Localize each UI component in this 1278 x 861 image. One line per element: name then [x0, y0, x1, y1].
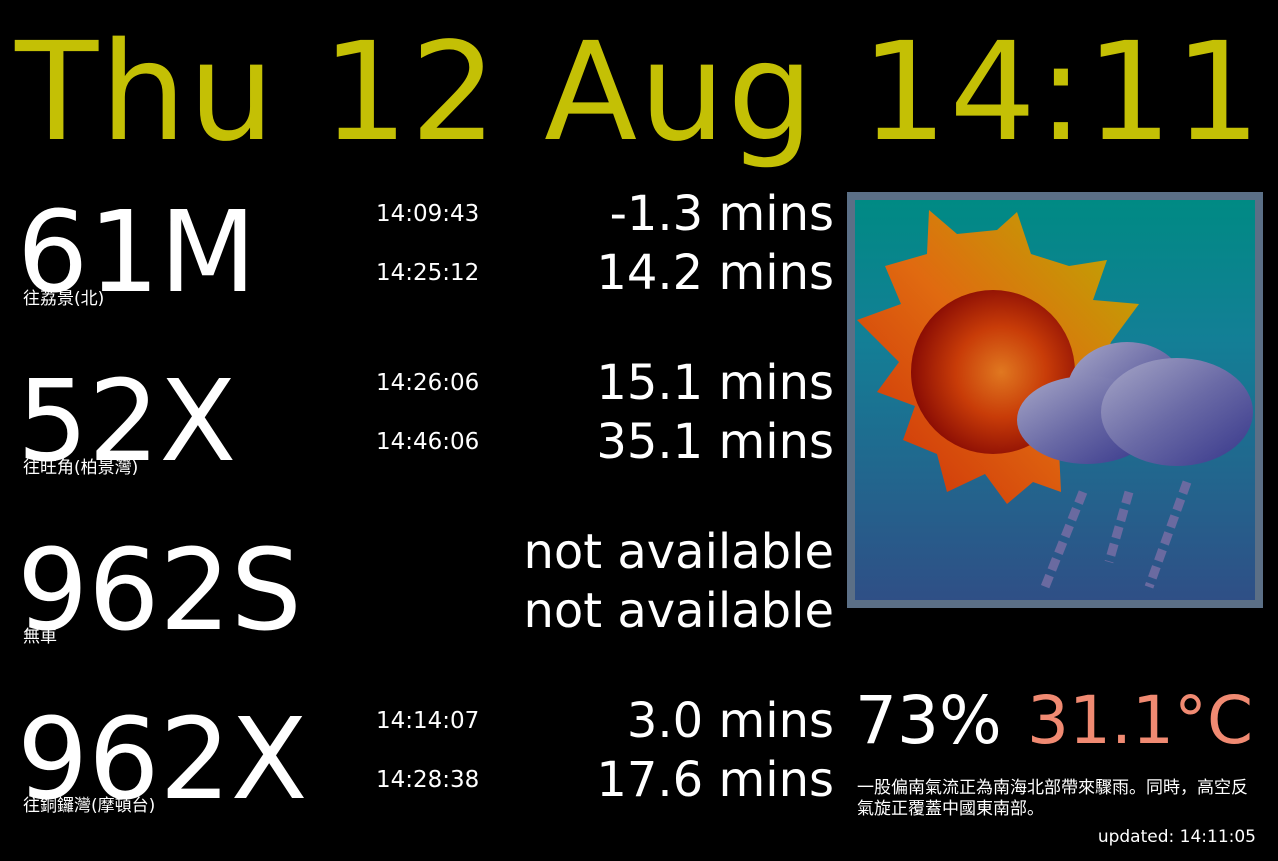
rain-drops: [1038, 480, 1192, 594]
route-number: 61M: [17, 188, 257, 318]
cloud: [1017, 342, 1253, 466]
eta-minutes: not available: [523, 583, 834, 639]
eta-arrival-time: 14:14:07: [376, 708, 480, 734]
route-number: 52X: [17, 357, 237, 487]
route-number: 962S: [17, 526, 302, 656]
humidity-value: 73%: [855, 682, 1002, 759]
eta-minutes: 3.0 mins: [626, 693, 834, 749]
eta-minutes: 35.1 mins: [596, 414, 834, 470]
weather-forecast-text: 一股偏南氣流正為南海北部帶來驟雨。同時，高空反氣旋正覆蓋中國東南部。: [857, 778, 1248, 819]
route-destination: 無車: [23, 627, 57, 647]
sun-cloud-rain-icon: [847, 192, 1263, 608]
updated-timestamp: updated: 14:11:05: [1097, 827, 1256, 847]
date-time-header: Thu 12 Aug 14:11: [15, 14, 1263, 172]
temperature-value: 31.1°C: [1027, 682, 1254, 759]
eta-arrival-time: 14:25:12: [376, 260, 480, 286]
eta-arrival-time: 14:26:06: [376, 370, 480, 396]
route-block: 61M 往荔景(北) 14:09:43 -1.3 mins 14:25:12 1…: [0, 186, 840, 340]
eta-minutes: 15.1 mins: [596, 355, 834, 411]
route-number: 962X: [17, 695, 308, 825]
route-block: 962S 無車 not available not available: [0, 524, 840, 678]
route-destination: 往荔景(北): [23, 289, 105, 309]
eta-minutes: not available: [523, 524, 834, 580]
route-block: 52X 往旺角(柏景灣) 14:26:06 15.1 mins 14:46:06…: [0, 355, 840, 509]
eta-arrival-time: 14:28:38: [376, 767, 480, 793]
eta-minutes: 17.6 mins: [596, 752, 834, 808]
route-block: 962X 往銅鑼灣(摩頓台) 14:14:07 3.0 mins 14:28:3…: [0, 693, 840, 847]
eta-minutes: 14.2 mins: [596, 245, 834, 301]
eta-arrival-time: 14:46:06: [376, 429, 480, 455]
eta-minutes: -1.3 mins: [609, 186, 834, 242]
route-destination: 往銅鑼灣(摩頓台): [23, 796, 156, 816]
eta-arrival-time: 14:09:43: [376, 201, 480, 227]
route-destination: 往旺角(柏景灣): [23, 458, 139, 478]
